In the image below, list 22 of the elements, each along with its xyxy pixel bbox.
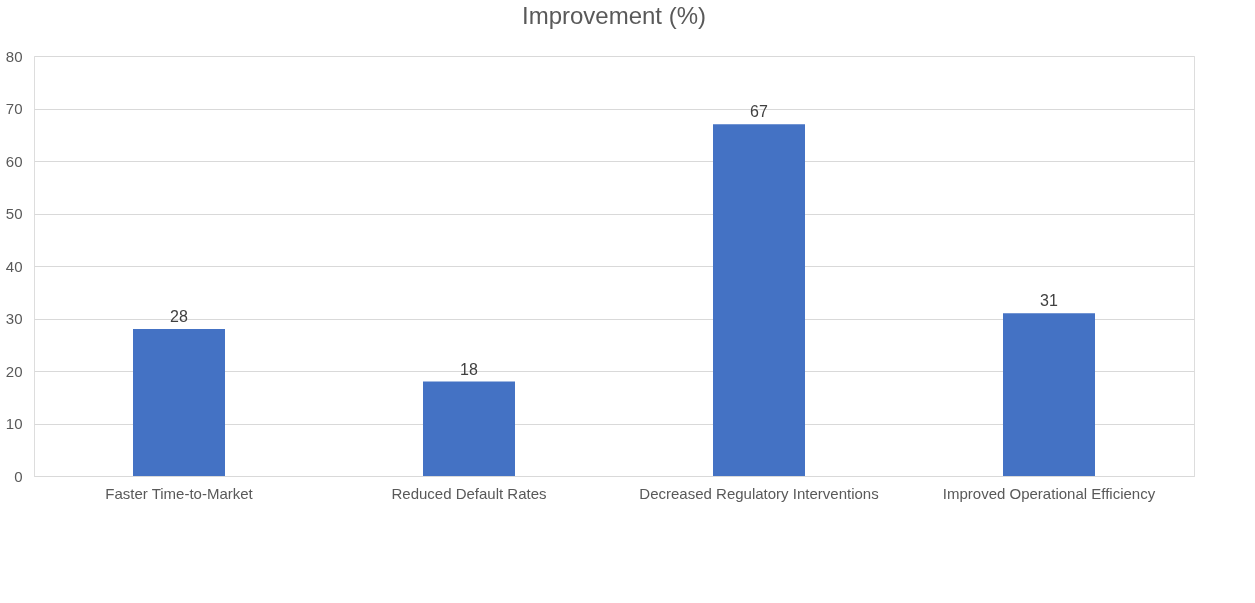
y-tick-label: 70: [5, 100, 23, 117]
y-tick-label: 0: [14, 467, 23, 485]
y-tick-label: 10: [5, 415, 23, 432]
y-tick-label: 50: [5, 205, 23, 222]
bar: [133, 329, 225, 476]
y-tick-label: 80: [5, 47, 23, 65]
x-tick-label: Decreased Regulatory Interventions: [639, 484, 879, 502]
bar: [1003, 313, 1095, 476]
chart-title: Improvement (%): [521, 2, 707, 29]
y-tick-label: 30: [5, 310, 23, 327]
y-tick-label: 20: [5, 362, 23, 380]
x-tick-label: Faster Time-to-Market: [105, 484, 254, 502]
data-label: 28: [170, 308, 188, 325]
x-tick-label: Reduced Default Rates: [391, 484, 547, 502]
y-tick-label: 40: [5, 257, 23, 275]
y-tick-label: 60: [5, 152, 23, 170]
x-tick-label: Improved Operational Efficiency: [942, 484, 1156, 502]
bar: [423, 381, 515, 476]
data-label: 18: [460, 360, 478, 378]
data-label: 67: [750, 103, 768, 121]
data-label: 31: [1040, 292, 1058, 310]
bar: [713, 124, 805, 476]
